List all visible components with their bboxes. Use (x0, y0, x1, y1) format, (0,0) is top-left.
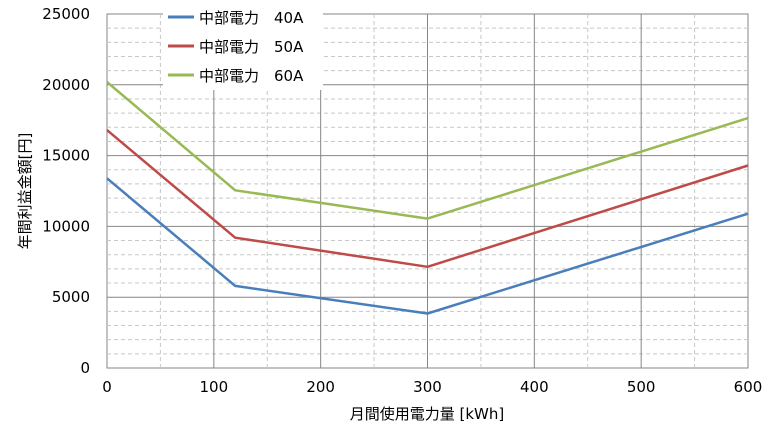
x-tick-label: 400 (520, 378, 549, 396)
x-tick-label: 300 (413, 378, 442, 396)
y-tick-label: 0 (80, 359, 90, 377)
legend-label: 中部電力 60A (199, 67, 304, 85)
x-tick-label: 500 (627, 378, 656, 396)
x-tick-labels: 0 100 200 300 400 500 600 (102, 378, 762, 396)
x-tick-label: 200 (306, 378, 335, 396)
legend: 中部電力 40A 中部電力 50A 中部電力 60A (163, 2, 323, 90)
series-lines (106, 81, 749, 315)
y-tick-label: 20000 (42, 76, 90, 94)
legend-label: 中部電力 40A (199, 9, 304, 27)
y-axis-title: 年間利益金額[円] (16, 133, 34, 250)
y-tick-label: 25000 (42, 5, 90, 23)
x-tick-label: 0 (102, 378, 112, 396)
series-line-1 (106, 177, 749, 315)
y-tick-label: 10000 (42, 217, 90, 235)
legend-label: 中部電力 50A (199, 38, 304, 56)
y-tick-labels: 0 5000 10000 15000 20000 25000 (42, 5, 90, 377)
y-tick-label: 15000 (42, 147, 90, 165)
series-line-2 (106, 129, 749, 269)
x-tick-label: 100 (200, 378, 229, 396)
grid-lines (107, 14, 748, 368)
series-line-3 (106, 81, 749, 220)
x-axis-title: 月間使用電力量 [kWh] (350, 405, 505, 423)
y-tick-label: 5000 (52, 288, 90, 306)
x-tick-label: 600 (734, 378, 763, 396)
